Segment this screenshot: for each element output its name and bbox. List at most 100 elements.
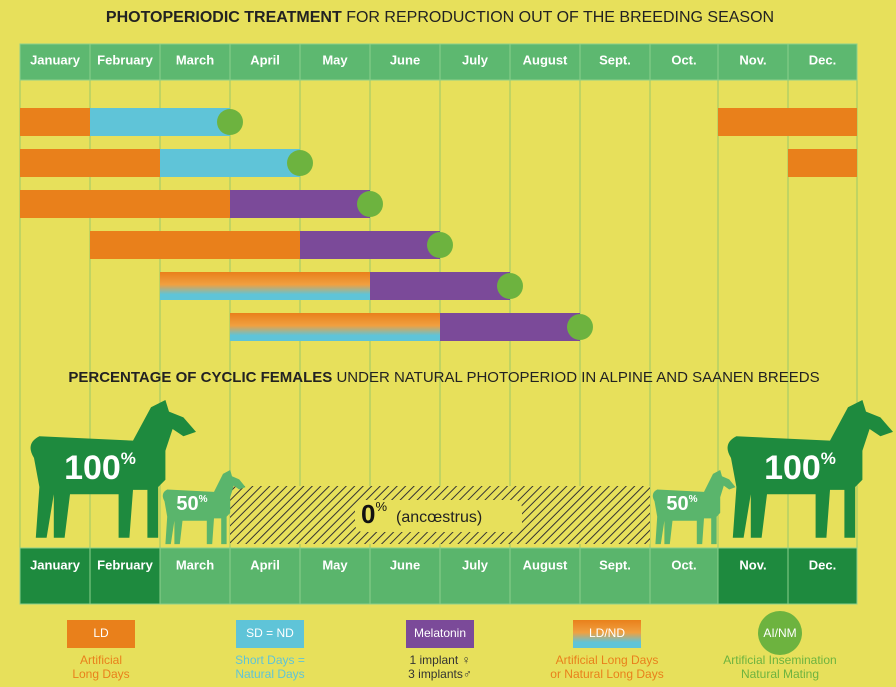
pct-unit: % <box>689 494 698 505</box>
month-label: August <box>523 557 568 572</box>
legend-box-label: AI/NM <box>763 626 796 640</box>
pct-value: 50 <box>176 493 198 515</box>
legend-caption: Natural Days <box>235 667 304 681</box>
legend-box-label: LD <box>93 626 109 640</box>
treatment-bar <box>20 149 160 177</box>
month-cell <box>579 547 651 605</box>
section-title: PERCENTAGE OF CYCLIC FEMALES UNDER NATUR… <box>68 369 819 386</box>
month-label: April <box>250 52 280 67</box>
legend-swatch <box>236 620 304 648</box>
title-bold: PHOTOPERIODIC TREATMENT <box>106 9 342 26</box>
legend-caption: 3 implants♂ <box>408 667 472 681</box>
month-label: March <box>176 52 214 67</box>
month-label: Sept. <box>599 557 631 572</box>
legend-swatch <box>758 611 802 655</box>
pct-value: 50 <box>666 493 688 515</box>
month-label: January <box>30 557 81 572</box>
legend-swatch <box>67 620 135 648</box>
month-cell <box>579 43 651 81</box>
title-rest: FOR REPRODUCTION OUT OF THE BREEDING SEA… <box>342 9 774 26</box>
month-label: March <box>176 557 214 572</box>
month-cell <box>439 43 511 81</box>
legend-caption: 1 implant ♀ <box>409 653 470 667</box>
treatment-bar <box>230 313 440 341</box>
legend-caption: Artificial Long Days <box>556 653 659 667</box>
month-label: Nov. <box>739 557 766 572</box>
legend-caption: Artificial Insemination <box>723 653 836 667</box>
month-label: May <box>322 557 348 572</box>
month-cell <box>159 547 231 605</box>
month-label: May <box>322 52 348 67</box>
treatment-bars <box>20 108 857 341</box>
month-cell <box>89 43 161 81</box>
pct-note: (ancœstrus) <box>396 509 482 526</box>
pct-value: 0 <box>361 499 375 529</box>
goat-small <box>652 470 736 545</box>
legend-caption: Short Days = <box>235 653 305 667</box>
month-cell <box>369 547 441 605</box>
percentage: 0% <box>361 499 387 529</box>
pct-value: 100 <box>64 449 121 487</box>
mating-dot <box>497 273 523 299</box>
section-title-rest: UNDER NATURAL PHOTOPERIOD IN ALPINE AND … <box>332 369 819 386</box>
month-label: Oct. <box>671 52 696 67</box>
month-cell <box>787 547 858 605</box>
month-label: Dec. <box>809 52 836 67</box>
month-cell <box>229 547 301 605</box>
month-cell <box>717 547 789 605</box>
month-cell <box>369 43 441 81</box>
month-label: July <box>462 557 489 572</box>
month-footer: January February March April May June July Augu… <box>19 547 858 605</box>
treatment-bar <box>300 231 440 259</box>
treatment-bar <box>20 190 230 218</box>
month-label: June <box>390 557 420 572</box>
legend-caption: Natural Mating <box>741 667 819 681</box>
legend-box-label: Melatonin <box>414 626 466 640</box>
month-cell <box>439 547 511 605</box>
month-label: February <box>97 52 153 67</box>
treatment-bar <box>718 108 857 136</box>
pct-unit: % <box>121 449 136 468</box>
percentage: 50% <box>176 493 207 515</box>
treatment-bar <box>230 190 370 218</box>
percentage: 100% <box>764 449 836 487</box>
anoestrus-label-bg <box>355 500 522 532</box>
legend-swatch <box>406 620 474 648</box>
treatment-bar <box>440 313 580 341</box>
treatment-bar <box>370 272 510 300</box>
mating-dot <box>427 232 453 258</box>
month-label: Nov. <box>739 52 766 67</box>
month-cell <box>649 547 719 605</box>
month-cell <box>89 547 161 605</box>
treatment-bar <box>90 231 300 259</box>
month-label: April <box>250 557 280 572</box>
mating-dot <box>287 150 313 176</box>
month-cell <box>787 43 858 81</box>
month-cell <box>159 43 231 81</box>
month-cell <box>299 547 371 605</box>
legend-box-label: SD = ND <box>246 626 294 640</box>
month-cell <box>229 43 301 81</box>
mating-dot <box>357 191 383 217</box>
month-cell <box>649 43 719 81</box>
month-cell <box>717 43 789 81</box>
legend-box-label: LD/ND <box>589 626 625 640</box>
legend-swatch <box>573 620 641 648</box>
month-label: June <box>390 52 420 67</box>
mating-dot <box>567 314 593 340</box>
month-cell <box>19 547 91 605</box>
month-label: August <box>523 52 568 67</box>
pct-unit: % <box>199 494 208 505</box>
pct-unit: % <box>375 500 387 515</box>
month-cell <box>509 547 581 605</box>
month-label: January <box>30 52 81 67</box>
treatment-bar <box>20 108 90 136</box>
month-label: February <box>97 557 153 572</box>
pct-value: 100 <box>764 449 821 487</box>
mating-dot <box>217 109 243 135</box>
percentages: 100%50% 0%(ancœstrus)50%100% <box>64 449 836 529</box>
title: PHOTOPERIODIC TREATMENT FOR REPRODUCTION… <box>106 9 774 26</box>
